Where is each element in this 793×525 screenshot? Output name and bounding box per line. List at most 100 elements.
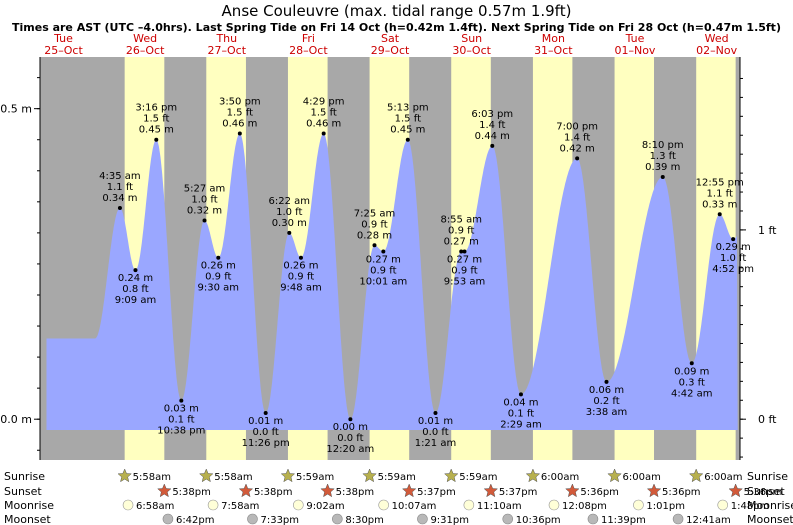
moonrise-icon xyxy=(633,499,644,511)
tide-label-m: 0.45 m xyxy=(139,125,174,136)
moonrise-icon xyxy=(207,499,219,511)
sunset-star-icon xyxy=(238,483,254,498)
sunrise-star-icon xyxy=(688,468,704,483)
sunrise-star-icon xyxy=(607,468,622,483)
moonrise-time: 6:58am xyxy=(136,501,174,512)
day-label-date: 29–Oct xyxy=(371,44,410,57)
sunrise-star-icon xyxy=(198,468,214,483)
tide-point xyxy=(381,249,386,254)
moonset-time: 11:39pm xyxy=(601,515,646,525)
day-label-dow: Sat xyxy=(381,32,400,45)
axes: 0.0 m 0.5 m 0 ft 1 ft xyxy=(0,57,777,460)
moonrise-time: 12:08pm xyxy=(562,501,607,512)
tide-label-ft: 1.0 ft xyxy=(191,194,217,205)
tide-label-time: 5:27 am xyxy=(184,183,226,194)
moonset-time: 9:31pm xyxy=(430,515,469,525)
tide-point xyxy=(731,237,736,242)
sunset-time: 5:37pm xyxy=(417,487,456,498)
tide-label-time: 7:25 am xyxy=(354,208,396,219)
moonrise-time: 9:02am xyxy=(306,501,344,512)
moonset-time: 6:42pm xyxy=(176,515,215,525)
tide-point xyxy=(202,218,207,223)
tide-label-ft: 0.0 ft xyxy=(253,427,279,438)
sunrise-time: 6:00am xyxy=(623,472,661,483)
sunrise-star-icon xyxy=(525,468,541,483)
tide-point xyxy=(490,143,495,148)
sunrise-time: 6:00am xyxy=(704,472,742,483)
sunrise-time: 5:59am xyxy=(459,472,497,483)
moonrise-time: 1:48pm xyxy=(731,501,770,512)
tide-label-ft: 0.9 ft xyxy=(448,226,474,237)
tide-label-time: 12:20 am xyxy=(326,444,374,455)
tide-label-ft: 1.5 ft xyxy=(143,114,169,125)
tide-label-time: 12:55 pm xyxy=(696,177,744,188)
tide-label-m: 0.03 m xyxy=(164,404,199,415)
tide-label-m: 0.27 m xyxy=(366,255,401,266)
tide-label-m: 0.01 m xyxy=(418,416,453,427)
tide-label-m: 0.26 m xyxy=(283,261,318,272)
tide-label-ft: 0.9 ft xyxy=(451,266,477,277)
tide-label-time: 5:13 pm xyxy=(387,103,429,114)
sunrise-time: 5:58am xyxy=(133,472,171,483)
tide-label-ft: 0.0 ft xyxy=(422,427,448,438)
tide-point xyxy=(154,137,159,142)
tide-area xyxy=(46,133,738,430)
tide-label-m: 0.24 m xyxy=(118,273,153,284)
tide-point xyxy=(133,268,138,273)
tide-label-time: 4:35 am xyxy=(99,171,141,182)
tide-label-ft: 1.5 ft xyxy=(310,108,336,119)
tide-label-ft: 1.5 ft xyxy=(227,108,253,119)
sunrise-time: 5:59am xyxy=(378,472,416,483)
day-label-date: 31–Oct xyxy=(534,44,573,57)
tide-label-time: 8:10 pm xyxy=(642,140,684,151)
tide-label-ft: 1.1 ft xyxy=(707,188,733,199)
tide-label-time: 6:22 am xyxy=(269,196,311,207)
tide-label-ft: 0.0 ft xyxy=(337,433,363,444)
row-label-right-moonrise: Moonrise xyxy=(747,499,793,512)
tide-label-m: 0.33 m xyxy=(702,199,737,210)
tide-point xyxy=(321,131,326,136)
moonset-icon xyxy=(162,513,174,525)
row-label-right-sunset: Sunset xyxy=(747,485,785,498)
day-label-dow: Wed xyxy=(133,32,157,45)
sunset-time: 5:38pm xyxy=(336,487,375,498)
tide-point xyxy=(433,410,438,415)
tide-label-m: 0.30 m xyxy=(272,218,307,229)
tide-label-time: 3:16 pm xyxy=(135,103,177,114)
chart-subtitle: Times are AST (UTC –4.0hrs). Last Spring… xyxy=(12,21,781,34)
tide-label-ft: 0.9 ft xyxy=(361,219,387,230)
tide-label-ft: 1.4 ft xyxy=(564,132,590,143)
moonrise-time: 7:58am xyxy=(221,501,259,512)
sunset-star-icon xyxy=(157,483,172,498)
tide-label-m: 0.26 m xyxy=(201,261,236,272)
moonrise-icon xyxy=(717,499,729,511)
day-label-dow: Fri xyxy=(302,32,315,45)
tide-label-m: 0.29 m xyxy=(716,242,751,253)
moonrise-time: 1:01pm xyxy=(646,501,685,512)
moonset-icon xyxy=(332,513,343,525)
tide-label-ft: 1.0 ft xyxy=(720,253,746,264)
sunrise-time: 6:00am xyxy=(541,472,579,483)
day-label-date: 01–Nov xyxy=(614,44,655,57)
day-label-date: 02–Nov xyxy=(696,44,737,57)
sunset-time: 5:38pm xyxy=(172,487,211,498)
tide-label-m: 0.32 m xyxy=(187,205,222,216)
tide-label-ft: 0.3 ft xyxy=(679,377,705,388)
tide-point xyxy=(216,255,221,260)
row-label-left-sunset: Sunset xyxy=(4,485,42,498)
sunrise-time: 5:59am xyxy=(296,472,334,483)
tide-point xyxy=(462,249,467,254)
tide-label-time: 4:52 pm xyxy=(712,264,754,275)
row-label-right-sunrise: Sunrise xyxy=(747,470,788,483)
tide-point xyxy=(117,206,122,211)
tide-point xyxy=(179,398,184,403)
tide-label-time: 10:38 pm xyxy=(157,426,205,437)
tide-label-time: 8:55 am xyxy=(440,215,482,226)
moonset-time: 8:30pm xyxy=(345,515,384,525)
tide-label-m: 0.46 m xyxy=(222,119,257,130)
tide-label-time: 11:26 pm xyxy=(242,438,290,449)
moonset-time: 12:41am xyxy=(686,515,731,525)
day-label-dow: Mon xyxy=(542,32,565,45)
